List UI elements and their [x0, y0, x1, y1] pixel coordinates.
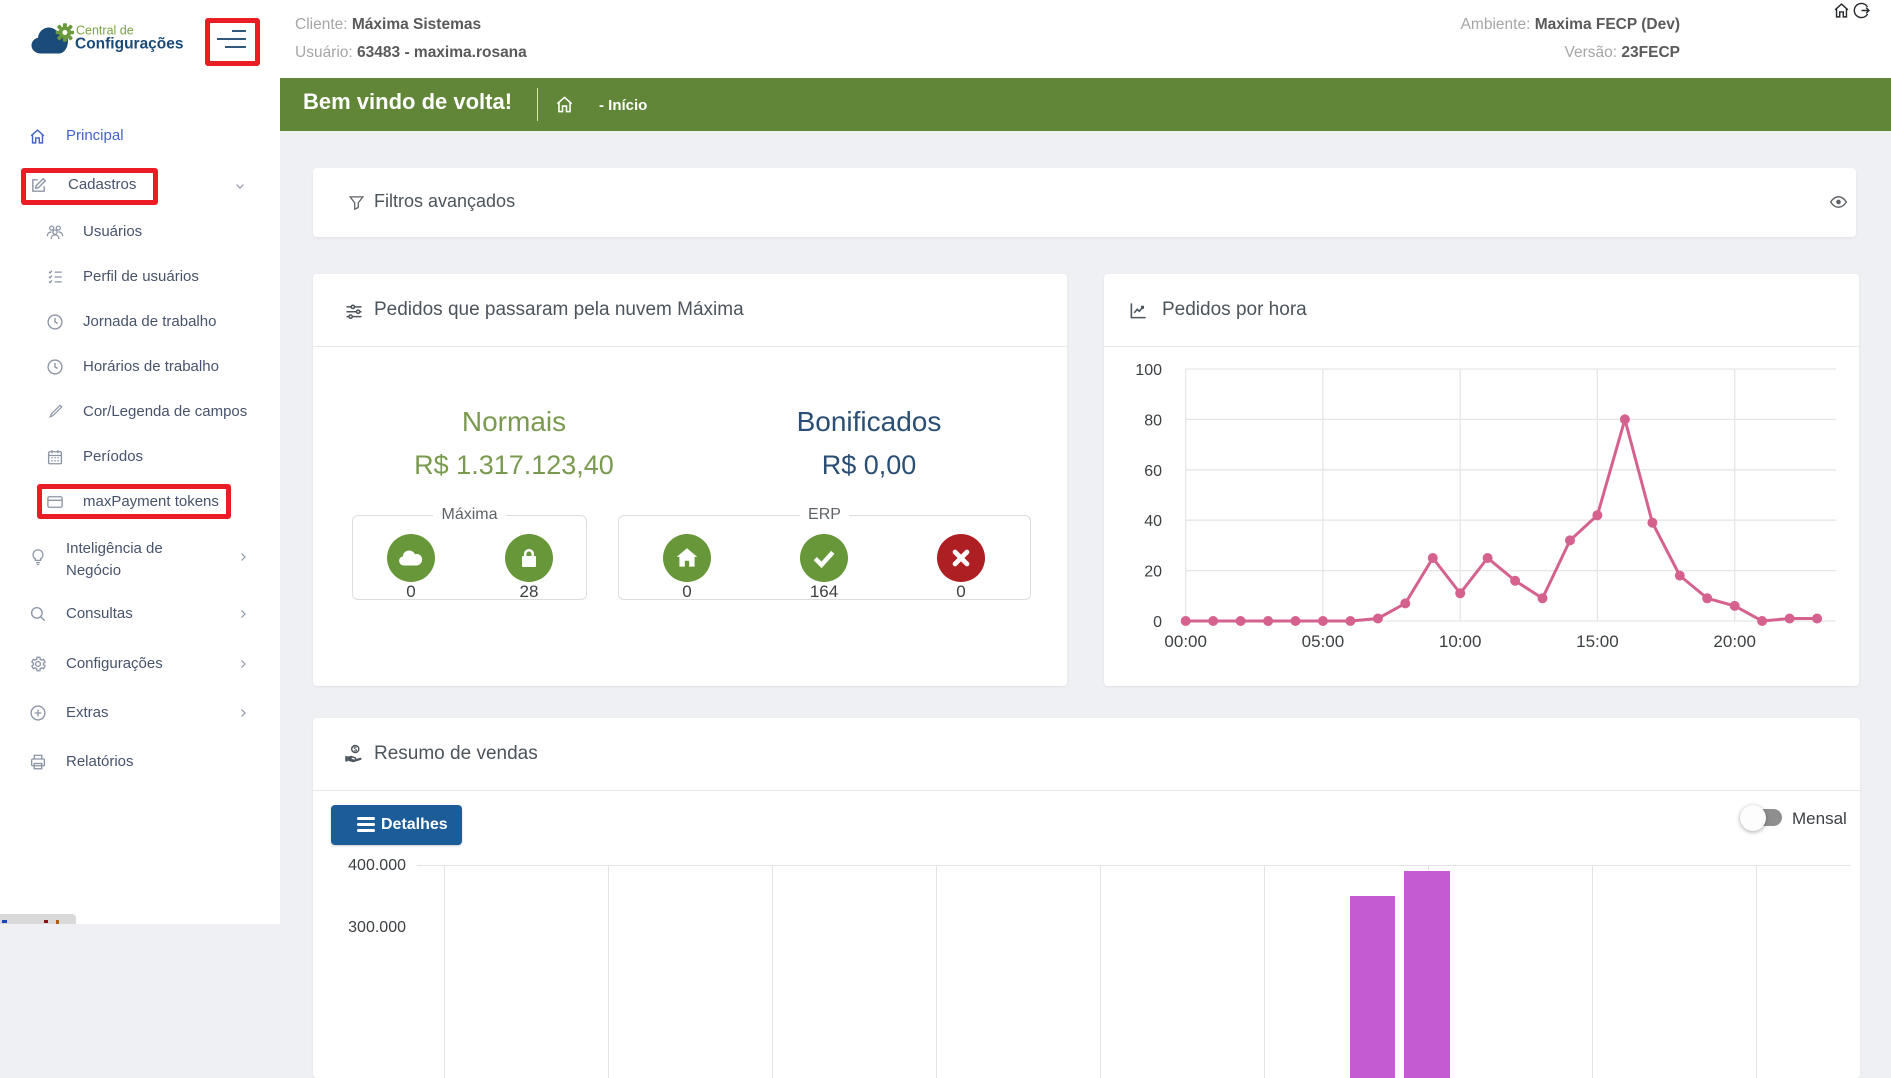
- svg-text:60: 60: [1144, 463, 1162, 480]
- svg-text:Configurações: Configurações: [75, 36, 184, 53]
- svg-text:40: 40: [1144, 513, 1162, 530]
- svg-text:15:00: 15:00: [1576, 632, 1619, 651]
- svg-text:80: 80: [1144, 412, 1162, 429]
- svg-text:10:00: 10:00: [1439, 632, 1482, 651]
- svg-text:20: 20: [1144, 564, 1162, 581]
- svg-text:100: 100: [1135, 362, 1162, 379]
- svg-text:00:00: 00:00: [1164, 632, 1207, 651]
- svg-text:20:00: 20:00: [1713, 632, 1756, 651]
- svg-text:Central de: Central de: [76, 24, 134, 38]
- svg-text:0: 0: [1153, 614, 1162, 631]
- svg-text:05:00: 05:00: [1302, 632, 1345, 651]
